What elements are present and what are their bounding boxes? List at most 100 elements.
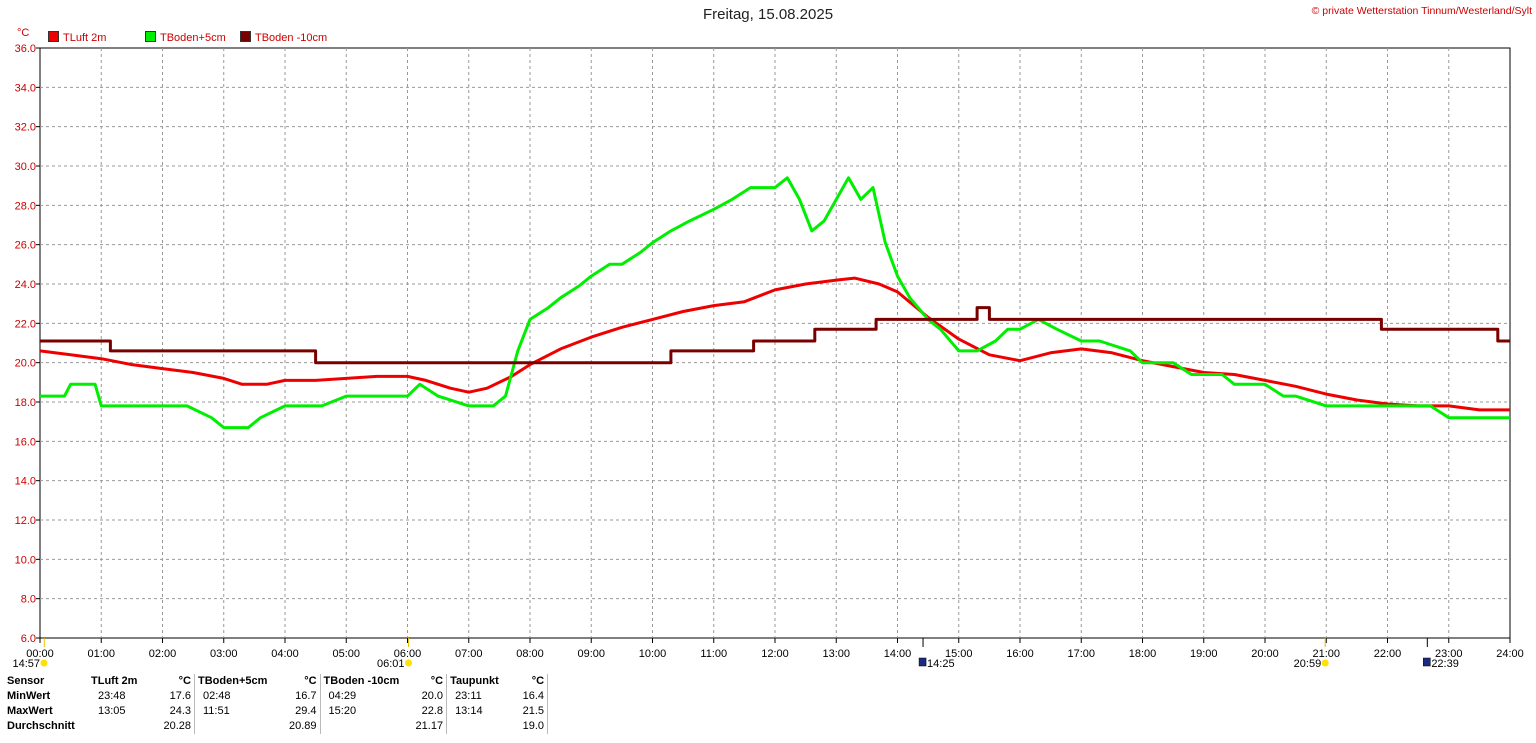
- stats-cell: 20.0: [412, 689, 448, 704]
- stats-cell: [320, 719, 413, 734]
- x-tick-label: 07:00: [455, 648, 483, 660]
- moon-icon: [918, 657, 927, 667]
- stats-cell: 20.89: [286, 719, 321, 734]
- stats-cell: 21.17: [412, 719, 448, 734]
- x-tick-label: 11:00: [700, 648, 727, 660]
- stats-header-row: Sensor TLuft 2m °C TBoden+5cm °C TBoden …: [4, 674, 549, 689]
- x-tick-label: 20:00: [1251, 648, 1279, 660]
- legend-label-tboden5: TBoden+5cm: [160, 32, 226, 44]
- stats-cell: 21.5: [517, 704, 549, 719]
- stats-row-max: MaxWert 13:05 24.3 11:51 29.4 15:20 22.8…: [4, 704, 549, 719]
- x-tick-label: 15:00: [945, 648, 973, 660]
- stats-header-sensor: Sensor: [7, 675, 45, 687]
- marker-time-label: 22:39: [1431, 658, 1459, 670]
- stats-cell: 23:11: [455, 690, 482, 702]
- moon-icon: [1423, 657, 1431, 667]
- stats-header-taupunkt: Taupunkt: [450, 675, 499, 687]
- y-tick-label: 32.0: [15, 122, 36, 134]
- stats-cell: 23:48: [98, 690, 126, 702]
- sun-icon: [40, 659, 48, 667]
- x-tick-label: 00:00: [26, 648, 54, 660]
- legend-swatch-tboden10: [240, 31, 251, 42]
- y-tick-label: 12.0: [15, 515, 36, 527]
- y-tick-label: 18.0: [15, 397, 36, 409]
- stats-row-label: MinWert: [7, 690, 51, 702]
- stats-header-tluft: TLuft 2m: [91, 675, 138, 687]
- x-tick-label: 10:00: [639, 648, 667, 660]
- stats-cell: 19.0: [517, 719, 549, 734]
- series-line-tboden10: [40, 306, 1510, 365]
- stats-header-unit: °C: [412, 674, 448, 689]
- x-tick-label: 03:00: [210, 648, 238, 660]
- x-tick-label: 23:00: [1435, 648, 1463, 660]
- legend-swatch-tboden5: [145, 31, 156, 42]
- x-tick-label: 17:00: [1067, 648, 1095, 660]
- stats-header-unit: °C: [517, 674, 549, 689]
- y-tick-label: 24.0: [15, 279, 36, 291]
- series-line-tboden5: [40, 176, 1510, 430]
- legend-label-tboden10: TBoden -10cm: [255, 32, 328, 44]
- y-tick-label: 16.0: [15, 436, 36, 448]
- y-tick-label: 22.0: [15, 318, 36, 330]
- stats-cell: 13:14: [455, 705, 483, 717]
- chart-area: 6.0 8.0 10.0 12.0 14.0 16.0 18.0 20.0 22.0 24.0 26…: [12, 43, 1523, 670]
- x-tick-label: 16:00: [1006, 648, 1034, 660]
- stats-cell: 16.4: [517, 689, 549, 704]
- stats-cell: 04:29: [328, 690, 357, 702]
- stats-cell: 13:05: [98, 705, 126, 717]
- stats-cell: 22.8: [412, 704, 448, 719]
- stats-cell: [447, 719, 518, 734]
- x-tick-label: 06:00: [394, 648, 422, 660]
- stats-cell: 29.4: [286, 704, 321, 719]
- stats-cell: 15:20: [328, 705, 357, 717]
- marker-time-label: 20:59: [1294, 658, 1322, 670]
- legend-swatch-tluft: [48, 31, 59, 42]
- y-tick-label: 8.0: [21, 594, 36, 606]
- stats-row-label: Durchschnitt: [7, 720, 75, 732]
- x-tick-label: 04:00: [271, 648, 299, 660]
- stats-header-unit: °C: [160, 674, 195, 689]
- stats-cell: 20.28: [160, 719, 195, 734]
- y-tick-label: 34.0: [15, 82, 36, 94]
- marker-time-label: 14:57: [12, 658, 40, 670]
- x-tick-label: 05:00: [332, 648, 360, 660]
- y-tick-label: 26.0: [15, 240, 36, 252]
- y-tick-label: 10.0: [15, 554, 36, 566]
- chart-title: Freitag, 15.08.2025: [702, 6, 834, 23]
- sun-icon: [1321, 659, 1329, 667]
- legend-item-tluft: TLuft 2m: [48, 31, 106, 44]
- stats-row-min: MinWert 23:48 17.6 02:48 16.7 04:29 20.0…: [4, 689, 549, 704]
- legend-item-tboden5: TBoden+5cm: [145, 31, 226, 44]
- stats-header-tboden10: TBoden -10cm: [323, 675, 400, 687]
- x-tick-label: 08:00: [516, 648, 544, 660]
- stats-cell: 17.6: [160, 689, 195, 704]
- stats-row-avg: Durchschnitt 20.28 20.89 21.17 19.0: [4, 719, 549, 734]
- y-tick-label: 28.0: [15, 200, 36, 212]
- y-tick-label: 36.0: [15, 43, 36, 55]
- marker-time-label: 14:25: [927, 658, 955, 670]
- marker-time-label: 06:01: [377, 658, 405, 670]
- y-tick-label: 14.0: [15, 476, 36, 488]
- stats-header-tboden5: TBoden+5cm: [198, 675, 268, 687]
- stats-row-label: MaxWert: [7, 705, 53, 717]
- y-tick-label: 20.0: [15, 358, 36, 370]
- series-line-tluft: [39, 276, 1510, 412]
- stats-cell: 02:48: [203, 690, 231, 702]
- legend-item-tboden10: TBoden -10cm: [240, 31, 327, 44]
- stats-header-unit: °C: [286, 674, 321, 689]
- stats-cell: 16.7: [286, 689, 321, 704]
- stats-cell: 11:51: [203, 705, 230, 717]
- copyright-text: © private Wetterstation Tinnum/Westerlan…: [1311, 5, 1532, 17]
- stats-cell: [195, 719, 287, 734]
- stats-table: Sensor TLuft 2m °C TBoden+5cm °C TBoden …: [4, 674, 549, 734]
- stats-cell: 24.3: [160, 704, 195, 719]
- x-tick-label: 01:00: [87, 648, 115, 660]
- stats-cell: [88, 719, 160, 734]
- x-tick-label: 22:00: [1374, 648, 1402, 660]
- x-tick-label: 09:00: [577, 648, 605, 660]
- x-tick-label: 02:00: [149, 648, 177, 660]
- legend-label-tluft: TLuft 2m: [63, 32, 107, 44]
- y-tick-label: 30.0: [15, 161, 36, 173]
- x-tick-label: 12:00: [761, 648, 789, 660]
- y-axis-unit: °C: [17, 27, 30, 39]
